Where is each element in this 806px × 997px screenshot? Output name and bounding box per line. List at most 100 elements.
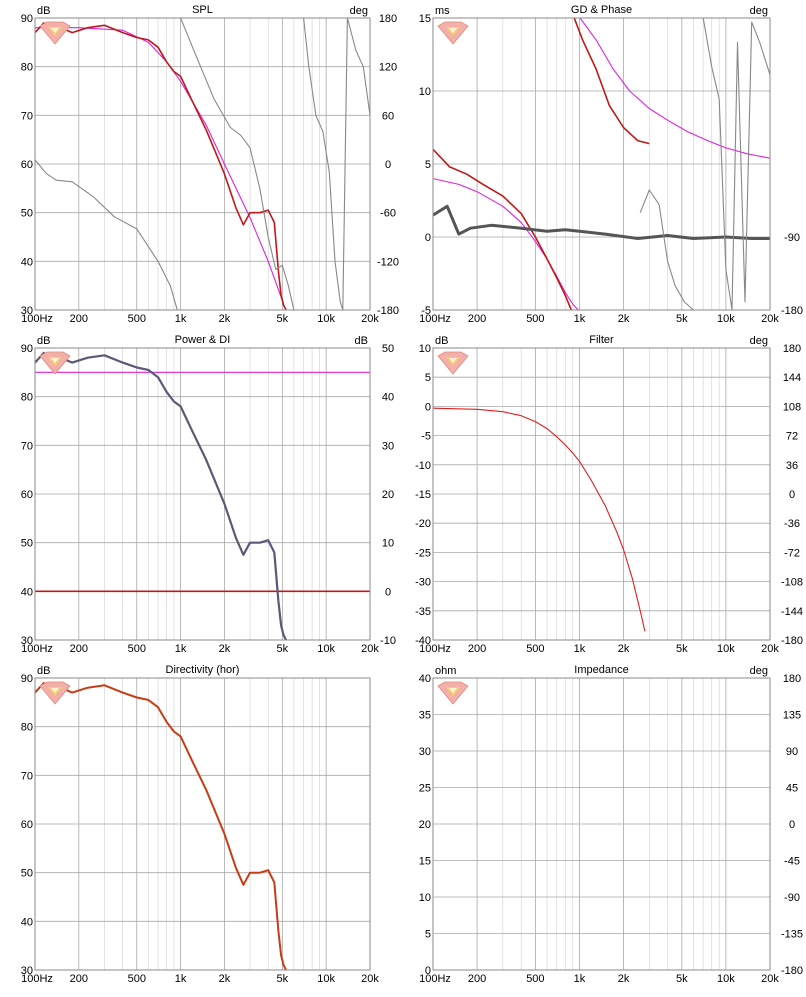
y-right-tick-label: -180 <box>781 965 803 977</box>
logo-icon <box>437 21 469 45</box>
series-line-7 <box>702 18 770 310</box>
y-tick-label: 90 <box>21 343 33 355</box>
y-right-tick-label: 135 <box>783 710 801 722</box>
y-right-tick-label: -108 <box>781 577 803 589</box>
right-unit-label: deg <box>750 335 768 347</box>
y-tick-label: 70 <box>21 110 33 122</box>
left-unit-label: dB <box>435 335 448 347</box>
y-tick-label: 60 <box>21 489 33 501</box>
y-tick-label: 0 <box>425 965 431 977</box>
y-tick-label: 5 <box>425 159 431 171</box>
series-line-1 <box>433 407 646 632</box>
x-tick-label: 500 <box>526 643 544 655</box>
x-tick-label: 100Hz <box>21 973 53 985</box>
x-tick-label: 5k <box>277 313 289 325</box>
series-line-3 <box>35 159 178 310</box>
y-tick-label: 15 <box>419 856 431 868</box>
x-tick-label: 1k <box>175 313 187 325</box>
y-tick-label: 50 <box>21 538 33 550</box>
y-right-tick-label: -90 <box>784 892 800 904</box>
left-unit-label: ohm <box>435 665 456 677</box>
y-tick-label: 0 <box>425 232 431 244</box>
logo-icon <box>437 681 469 705</box>
chart-title: GD & Phase <box>571 4 632 16</box>
y-tick-label: -30 <box>415 577 431 589</box>
y-tick-label: 10 <box>419 892 431 904</box>
logo-icon <box>437 351 469 375</box>
chart-panel-2: GD & Phase ms deg -5 0 5 10 15 -180 -90 100Hz 200 50… <box>419 4 803 325</box>
y-right-tick-label: -72 <box>784 547 800 559</box>
right-unit-label: deg <box>350 5 368 17</box>
x-tick-label: 20k <box>761 973 779 985</box>
y-tick-label: 80 <box>21 392 33 404</box>
series-line-1 <box>35 681 287 970</box>
y-right-tick-label: -45 <box>784 856 800 868</box>
y-tick-label: 30 <box>419 746 431 758</box>
x-tick-label: 10k <box>717 973 735 985</box>
x-tick-label: 500 <box>128 643 146 655</box>
plot-frame <box>432 347 771 641</box>
y-tick-label: -40 <box>415 635 431 647</box>
x-tick-label: 1k <box>574 643 586 655</box>
plot-frame <box>34 347 371 641</box>
y-tick-label: 40 <box>21 916 33 928</box>
y-right-tick-label: 180 <box>379 13 397 25</box>
y-tick-label: -5 <box>421 305 431 317</box>
chart-panel-3: Power & DI dB dB 30 40 50 60 70 80 90 -10 0 10 20 30 40… <box>21 334 396 655</box>
chart-title: Impedance <box>574 664 628 676</box>
chart-title: Power & DI <box>175 334 231 346</box>
y-right-tick-label: 36 <box>786 460 798 472</box>
y-right-tick-label: 90 <box>786 746 798 758</box>
x-tick-label: 20k <box>761 643 779 655</box>
y-tick-label: -35 <box>415 606 431 618</box>
y-right-tick-label: 0 <box>789 819 795 831</box>
x-tick-label: 10k <box>317 643 335 655</box>
y-tick-label: -25 <box>415 547 431 559</box>
series-line-3 <box>35 351 287 640</box>
series-line-4 <box>573 18 650 145</box>
chart-panel-6: Impedance ohm deg 0 5 10 15 20 25 30 35 40 -180 -135 -… <box>419 664 803 985</box>
x-tick-label: 100Hz <box>419 973 451 985</box>
y-tick-label: 30 <box>21 965 33 977</box>
y-right-tick-label: 0 <box>385 586 391 598</box>
left-unit-label: dB <box>37 5 50 17</box>
y-tick-label: 35 <box>419 710 431 722</box>
grid <box>432 347 771 641</box>
x-tick-label: 5k <box>277 973 289 985</box>
y-tick-label: -10 <box>415 460 431 472</box>
right-unit-label: deg <box>750 665 768 677</box>
y-tick-label: 70 <box>21 770 33 782</box>
series-line-5 <box>433 204 770 240</box>
y-right-tick-label: -60 <box>380 208 396 220</box>
left-unit-label: ms <box>435 5 450 17</box>
x-tick-label: 2k <box>219 973 231 985</box>
x-tick-label: 5k <box>277 643 289 655</box>
x-tick-label: 500 <box>526 973 544 985</box>
x-tick-label: 20k <box>761 313 779 325</box>
x-tick-label: 200 <box>70 973 88 985</box>
x-tick-label: 200 <box>70 313 88 325</box>
right-unit-label: dB <box>355 335 368 347</box>
left-unit-label: dB <box>37 335 50 347</box>
y-tick-label: 80 <box>21 722 33 734</box>
y-right-tick-label: 30 <box>382 440 394 452</box>
y-right-tick-label: 60 <box>382 110 394 122</box>
x-tick-label: 20k <box>361 313 379 325</box>
x-tick-label: 2k <box>618 643 630 655</box>
y-tick-label: -20 <box>415 518 431 530</box>
logo-icon <box>39 351 71 375</box>
y-tick-label: 30 <box>21 305 33 317</box>
x-tick-label: 500 <box>128 313 146 325</box>
plot-frame <box>432 17 771 311</box>
y-tick-label: 5 <box>425 929 431 941</box>
series-line-3 <box>433 148 573 310</box>
x-tick-label: 2k <box>618 973 630 985</box>
x-tick-label: 1k <box>574 313 586 325</box>
y-tick-label: 40 <box>21 256 33 268</box>
chart-title: Filter <box>589 334 614 346</box>
y-tick-label: 50 <box>21 868 33 880</box>
series-line-1 <box>433 178 579 310</box>
plot-frame <box>432 677 771 971</box>
